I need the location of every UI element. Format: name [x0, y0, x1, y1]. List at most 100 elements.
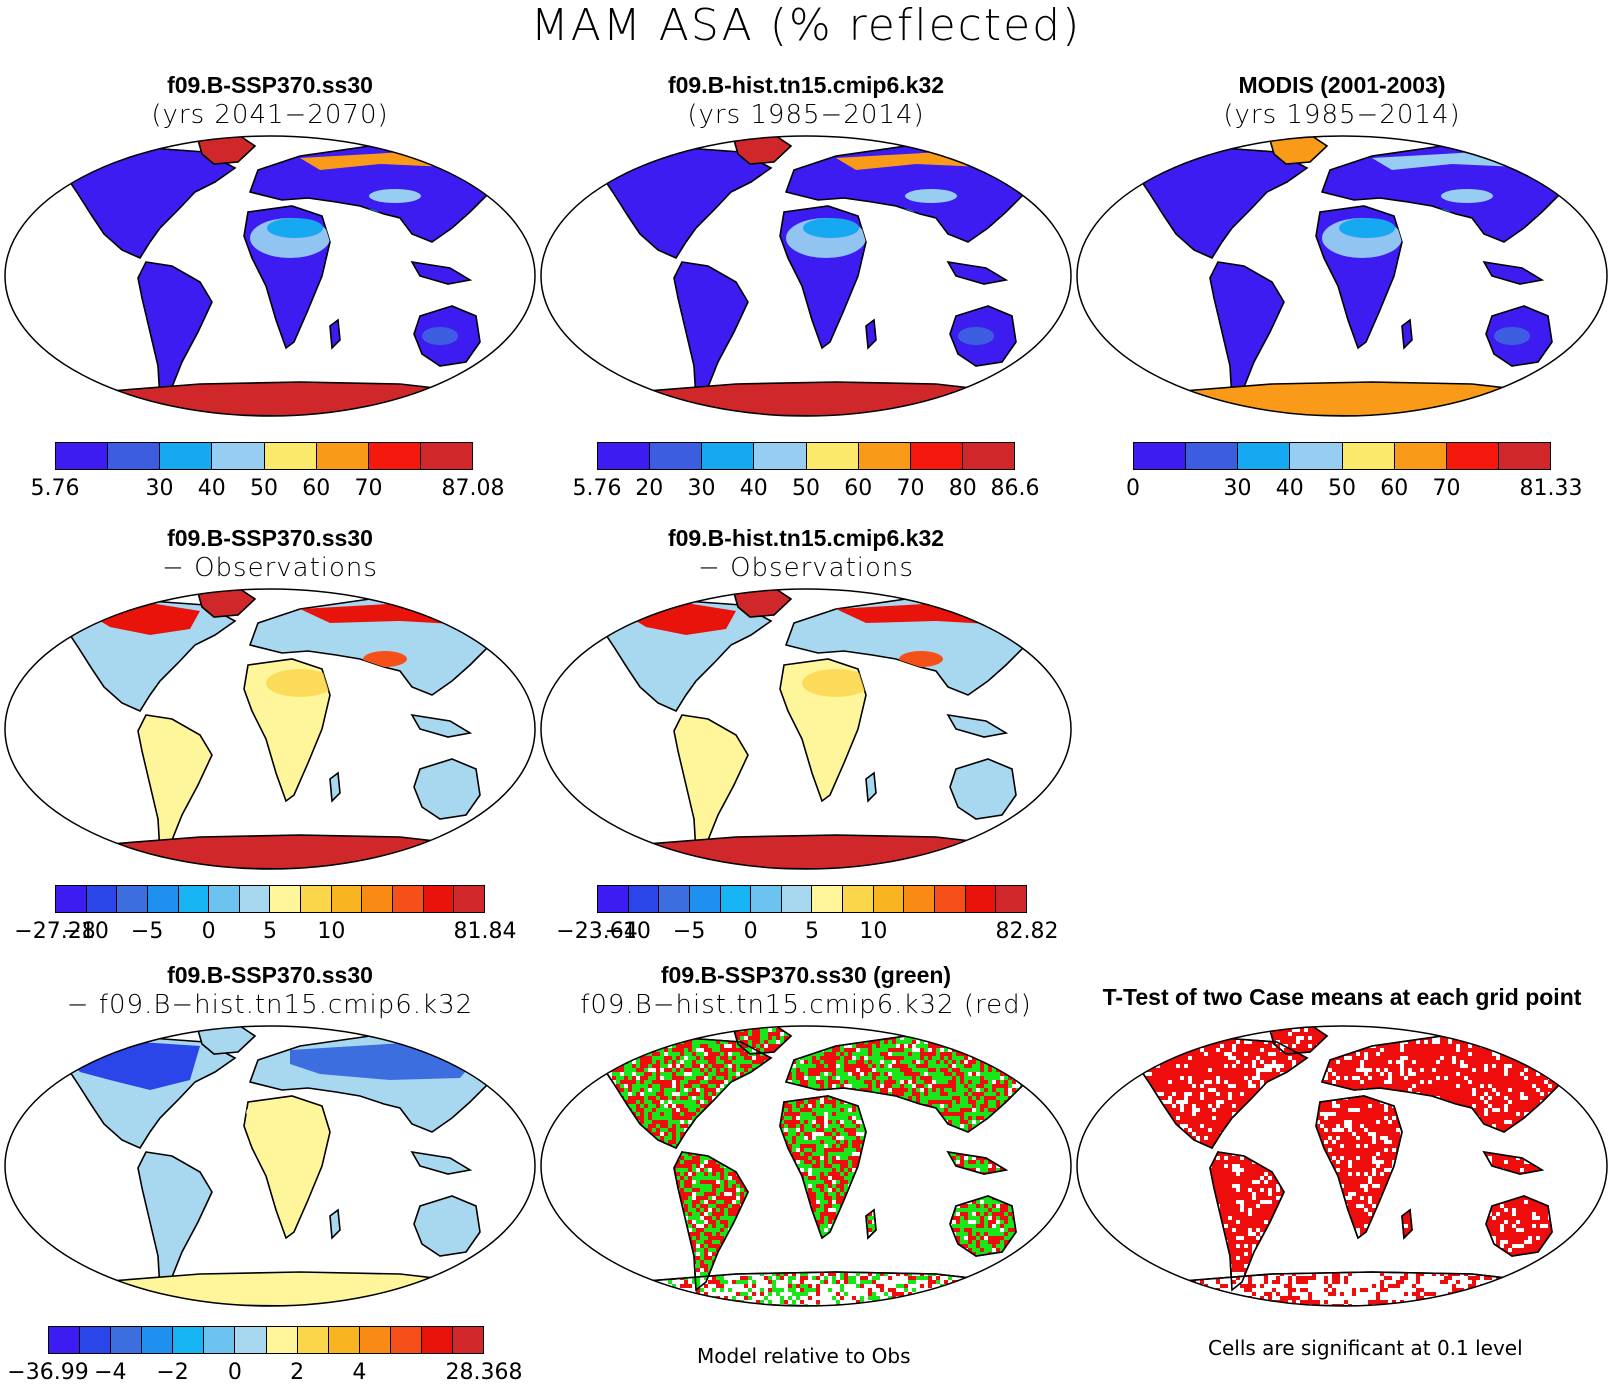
sa-interior-region: [689, 743, 733, 803]
colorbar-swatch: [87, 886, 118, 912]
colorbar-tick-label: 40: [1276, 476, 1304, 501]
colorbar-swatch: [235, 1327, 266, 1353]
colorbar-tick-label: 70: [355, 476, 383, 501]
panel-title: f09.B-SSP370.ss30: [0, 962, 540, 989]
colorbar-swatch: [332, 886, 363, 912]
tibet-region: [905, 189, 957, 203]
colorbar-swatch: [212, 443, 264, 469]
panel-subtitle: f09.B−hist.tn15.cmip6.k32 (red): [536, 990, 1076, 1020]
colorbar-swatches: [597, 442, 1015, 470]
world-map: [1072, 1020, 1612, 1310]
colorbar-tick-label: −10: [62, 919, 108, 944]
colorbar-swatch: [812, 886, 843, 912]
australia-interior-region: [958, 327, 994, 345]
panel-subtitle: − Observations: [0, 553, 540, 583]
colorbar-swatches: [597, 885, 1027, 913]
colorbar-tick-label: 87.08: [442, 476, 505, 501]
panel-title: f09.B-SSP370.ss30 (green): [536, 962, 1076, 989]
colorbar-swatch: [659, 886, 690, 912]
colorbar-swatch: [963, 443, 1014, 469]
colorbar-swatch: [49, 1327, 80, 1353]
colorbar-swatch: [874, 886, 905, 912]
colorbar-swatch: [111, 1327, 142, 1353]
world-map: [536, 1020, 1076, 1310]
colorbar-tick-label: 40: [198, 476, 226, 501]
world-map: [0, 583, 540, 873]
colorbar-swatch: [391, 1327, 422, 1353]
colorbar-tick-label: 50: [250, 476, 278, 501]
panel-title: f09.B-hist.tn15.cmip6.k32: [536, 72, 1076, 99]
colorbar-tick-label: 30: [1224, 476, 1252, 501]
australia-interior-region: [422, 327, 458, 345]
colorbar-swatch: [424, 886, 455, 912]
colorbar-swatch: [1290, 443, 1342, 469]
panel-title: f09.B-hist.tn15.cmip6.k32: [536, 525, 1076, 552]
colorbar-tick-label: 30: [688, 476, 716, 501]
colorbar-swatch: [598, 886, 629, 912]
colorbar-swatch: [1343, 443, 1395, 469]
colorbar-swatch: [1186, 443, 1238, 469]
colorbar-tick-label: 4: [352, 1360, 366, 1385]
colorbar-swatch: [1499, 443, 1550, 469]
panel-title: f09.B-SSP370.ss30: [0, 525, 540, 552]
colorbar-tick-label: 50: [1328, 476, 1356, 501]
colorbar-swatch: [421, 443, 472, 469]
colorbar-swatch: [148, 886, 179, 912]
colorbar-swatch: [108, 443, 160, 469]
colorbar-swatch: [782, 886, 813, 912]
colorbar-swatch: [369, 443, 421, 469]
colorbar-tick-label: 80: [949, 476, 977, 501]
colorbar-swatches: [48, 1326, 484, 1354]
colorbar-swatch: [298, 1327, 329, 1353]
colorbar-swatch: [179, 886, 210, 912]
colorbar-tick-label: −2: [156, 1360, 188, 1385]
colorbar-swatch: [204, 1327, 235, 1353]
colorbar-tick-label: 86.6: [991, 476, 1040, 501]
tibet-region: [369, 189, 421, 203]
world-map: [0, 130, 540, 420]
colorbar-swatch: [843, 886, 874, 912]
colorbar-swatch: [267, 1327, 298, 1353]
antarctica-region: [1170, 382, 1542, 416]
colorbar-tick-label: 70: [897, 476, 925, 501]
colorbar-tick-label: 82.82: [996, 919, 1059, 944]
colorbar-tick-label: 40: [740, 476, 768, 501]
colorbar-swatch: [80, 1327, 111, 1353]
colorbar-tick-label: 5: [263, 919, 277, 944]
colorbar-tick-label: 60: [844, 476, 872, 501]
panel-subtitle: − f09.B−hist.tn15.cmip6.k32: [0, 990, 540, 1020]
colorbar-swatch: [1395, 443, 1447, 469]
colorbar-swatches: [55, 442, 473, 470]
tibet-region: [1441, 189, 1493, 203]
colorbar-swatch: [56, 886, 87, 912]
world-map: [536, 130, 1076, 420]
antarctica-region: [98, 835, 470, 869]
colorbar-swatch: [142, 1327, 173, 1353]
sa-interior-region: [153, 743, 197, 803]
antarctica-region: [98, 1272, 470, 1306]
colorbar-swatch: [209, 886, 240, 912]
world-map: [536, 583, 1076, 873]
antarctica-region: [634, 835, 1006, 869]
colorbar-swatch: [807, 443, 859, 469]
colorbar-swatch: [754, 443, 806, 469]
colorbar-swatch: [996, 886, 1026, 912]
colorbar-tick-label: 60: [1380, 476, 1408, 501]
sahel-region: [246, 1102, 314, 1122]
colorbar-tick-label: 50: [792, 476, 820, 501]
colorbar-swatch: [117, 886, 148, 912]
colorbar-tick-label: −10: [604, 919, 650, 944]
colorbar-swatch: [629, 886, 660, 912]
colorbar-swatch: [453, 1327, 483, 1353]
colorbar-swatch: [265, 443, 317, 469]
colorbar-tick-label: −4: [94, 1360, 126, 1385]
colorbar-swatches: [1133, 442, 1551, 470]
colorbar-swatch: [935, 886, 966, 912]
colorbar-swatch: [859, 443, 911, 469]
colorbar-swatch: [721, 886, 752, 912]
colorbar-tick-label: 5.76: [573, 476, 622, 501]
desert-core-region: [803, 218, 859, 238]
panel-subtitle: (yrs 1985−2014): [1072, 100, 1612, 130]
colorbar-swatch: [56, 443, 108, 469]
colorbar-swatch: [362, 886, 393, 912]
